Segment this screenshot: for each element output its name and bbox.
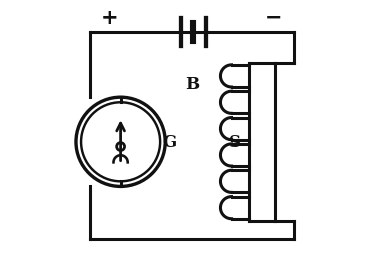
Text: S: S <box>229 134 242 151</box>
Text: −: − <box>265 8 282 28</box>
Text: +: + <box>100 8 118 28</box>
Text: G: G <box>162 134 176 151</box>
Text: B: B <box>185 75 199 92</box>
